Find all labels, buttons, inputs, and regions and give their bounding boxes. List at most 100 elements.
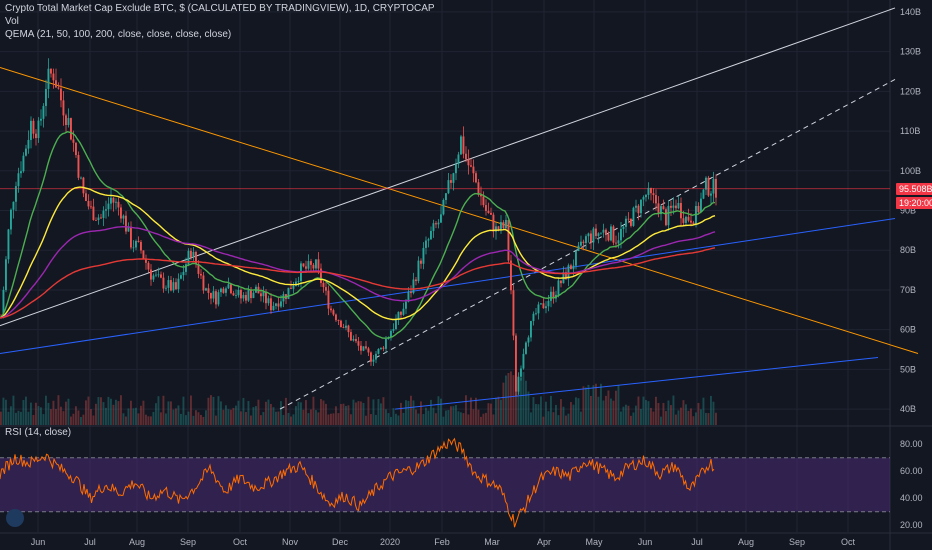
volume-bar — [462, 413, 465, 425]
candle-body — [135, 240, 137, 248]
volume-bar — [470, 397, 472, 425]
volume-bar — [715, 412, 717, 425]
candle-body — [202, 275, 205, 291]
candle-body — [605, 229, 607, 235]
candle-body — [660, 206, 662, 215]
volume-bar — [132, 408, 135, 425]
x-tick-label: Jun — [638, 537, 653, 547]
volume-bar — [42, 414, 45, 425]
volume-bars — [0, 371, 717, 425]
candle-body — [392, 329, 395, 331]
volume-bar — [355, 402, 357, 425]
volume-bar — [395, 413, 397, 425]
volume-bar — [130, 400, 132, 425]
volume-bar — [350, 414, 352, 425]
volume-bar — [507, 372, 510, 425]
x-tick-label: Aug — [738, 537, 754, 547]
candle-body — [210, 292, 212, 299]
candle-body — [325, 287, 327, 291]
candle-body — [630, 218, 632, 226]
candle-body — [232, 293, 235, 296]
volume-bar — [582, 386, 585, 425]
candle-body — [260, 293, 262, 297]
candle-body — [505, 219, 507, 229]
candle-body — [265, 291, 267, 304]
candle-body — [402, 308, 405, 315]
candle-body — [652, 193, 655, 196]
volume-bar — [170, 401, 172, 425]
rsi-line — [0, 437, 715, 528]
volume-bar — [242, 397, 245, 425]
volume-bar — [372, 399, 375, 425]
candle-body — [657, 203, 660, 215]
candle-body — [162, 277, 165, 289]
volume-bar — [87, 396, 90, 425]
volume-bar — [95, 403, 97, 425]
candle-body — [65, 115, 67, 125]
candle-body — [190, 250, 192, 258]
volume-bar — [225, 405, 227, 425]
y-tick-label: 90B — [900, 206, 916, 216]
volume-bar — [10, 406, 12, 425]
rsi-tick-label: 80.00 — [900, 439, 923, 449]
candle-body — [60, 88, 62, 101]
candle-body — [705, 177, 707, 190]
trendline — [0, 7, 896, 327]
volume-bar — [705, 412, 707, 425]
x-tick-label: Aug — [129, 537, 145, 547]
volume-bar — [175, 408, 177, 425]
volume-bar — [25, 396, 27, 425]
candle-body — [215, 291, 217, 305]
candle-body — [432, 223, 435, 231]
candle-body — [497, 226, 500, 231]
volume-bar — [585, 387, 587, 425]
y-tick-label: 60B — [900, 325, 916, 335]
chart-title: Crypto Total Market Cap Exclude BTC, $ (… — [5, 3, 435, 14]
volume-bar — [32, 415, 35, 425]
volume-bar — [62, 411, 65, 425]
candle-body — [87, 200, 90, 207]
volume-bar — [487, 403, 490, 425]
volume-bar — [557, 415, 560, 425]
volume-bar — [55, 409, 57, 425]
candle-body — [142, 250, 145, 259]
volume-bar — [517, 390, 520, 425]
tradingview-logo-icon[interactable] — [6, 509, 24, 527]
ema-lines — [0, 130, 716, 339]
candle-body — [272, 305, 275, 311]
volume-bar — [0, 411, 2, 425]
candle-body — [450, 180, 452, 183]
candle-body — [692, 222, 695, 225]
volume-bar — [520, 378, 522, 425]
volume-bar — [402, 412, 405, 425]
volume-bar — [157, 396, 160, 425]
volume-bar — [287, 412, 290, 425]
volume-bar — [637, 396, 640, 425]
candle-body — [355, 339, 357, 342]
volume-bar — [652, 411, 655, 425]
volume-bar — [217, 396, 220, 425]
candle-body — [532, 313, 535, 322]
volume-bar — [630, 415, 632, 425]
candle-body — [662, 206, 665, 210]
volume-bar — [295, 406, 297, 425]
volume-bar — [200, 414, 202, 425]
candle-body — [37, 120, 40, 139]
y-tick-label: 130B — [900, 47, 921, 57]
candle-body — [107, 203, 110, 210]
candle-body — [502, 222, 505, 229]
candle-body — [230, 284, 232, 294]
candle-body — [632, 207, 635, 226]
candle-body — [10, 209, 12, 230]
volume-bar — [610, 398, 612, 425]
volume-bar — [542, 416, 545, 425]
volume-bar — [400, 402, 402, 425]
volume-bar — [580, 411, 582, 425]
candle-body — [667, 205, 670, 226]
volume-bar — [227, 409, 230, 425]
trendlines — [0, 7, 919, 410]
candle-body — [690, 220, 692, 223]
volume-bar — [600, 383, 602, 425]
volume-bar — [300, 402, 302, 425]
